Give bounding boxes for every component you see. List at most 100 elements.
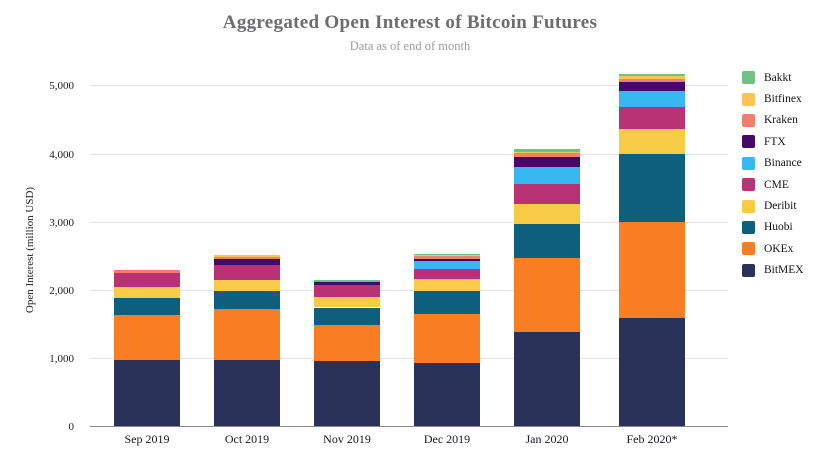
bar-segment — [414, 255, 480, 257]
legend-label: CME — [764, 178, 789, 191]
y-axis-tick-label: 2,000 — [49, 284, 74, 297]
legend-item-ftx[interactable]: FTX — [742, 131, 804, 152]
x-axis-label: Dec 2019 — [423, 432, 471, 446]
legend-label: BitMEX — [764, 264, 804, 277]
bar-segment — [619, 81, 685, 91]
bar-segment — [314, 307, 380, 325]
bar-segment — [314, 361, 380, 426]
bar-segment — [114, 297, 180, 316]
legend-label: Binance — [764, 157, 802, 170]
bar-segment — [214, 255, 280, 258]
bar-segment — [214, 308, 280, 360]
bar-segment — [514, 257, 580, 332]
bar-segment — [214, 291, 280, 309]
bar-segment — [114, 287, 180, 298]
gridline — [90, 289, 728, 291]
bar-segment — [114, 270, 180, 274]
legend-item-bitfinex[interactable]: Bitfinex — [742, 88, 804, 109]
bar-segment — [414, 261, 480, 269]
bar-segment — [114, 315, 180, 361]
bar-segment — [514, 332, 580, 426]
legend-item-huobi[interactable]: Huobi — [742, 217, 804, 238]
legend: Bakkt Bitfinex Kraken FTX Binance CME Deribit H… — [742, 67, 804, 281]
bar-segment — [619, 75, 685, 79]
bar-segment — [214, 279, 280, 292]
legend-label: Huobi — [764, 221, 793, 234]
legend-swatch — [742, 242, 755, 256]
x-axis-label: Jan 2020 — [525, 432, 569, 446]
bar-segment — [619, 73, 685, 76]
bar-segment — [414, 290, 480, 314]
y-axis-tick-label: 0 — [68, 421, 75, 433]
legend-swatch — [742, 71, 755, 85]
gridline — [90, 153, 728, 155]
bar-segment — [514, 149, 580, 152]
legend-swatch — [742, 92, 755, 106]
bar-segment — [514, 151, 580, 154]
y-axis-tick-label: 1,000 — [49, 352, 74, 365]
bar-segment — [414, 259, 480, 262]
legend-item-bakkt[interactable]: Bakkt — [742, 67, 804, 88]
legend-item-binance[interactable]: Binance — [742, 153, 804, 174]
bar-segment — [619, 90, 685, 108]
plot-area — [90, 65, 728, 427]
legend-item-kraken[interactable]: Kraken — [742, 110, 804, 131]
y-axis-tick-labels: 0 1,000 2,000 3,000 4,000 5,000 — [0, 65, 78, 433]
bar-segment — [414, 278, 480, 291]
legend-label: Deribit — [764, 200, 797, 213]
legend-label: Bakkt — [764, 71, 792, 84]
legend-label: OKEx — [764, 242, 794, 255]
bar-segment — [619, 128, 685, 155]
x-axis-label: Oct 2019 — [224, 432, 270, 446]
legend-swatch — [742, 113, 755, 127]
gridline — [90, 85, 728, 87]
legend-item-deribit[interactable]: Deribit — [742, 195, 804, 216]
bar-segment — [514, 166, 580, 184]
bar-segment — [314, 279, 380, 281]
bar-segment — [414, 269, 480, 279]
bar-segment — [414, 362, 480, 426]
x-axis-label: Feb 2020* — [626, 432, 678, 446]
bar-segment — [314, 324, 380, 362]
bar-segment — [414, 313, 480, 363]
legend-swatch — [742, 178, 755, 192]
gridline — [90, 357, 728, 359]
bar-segment — [619, 154, 685, 222]
chart-title: Aggregated Open Interest of Bitcoin Futu… — [222, 12, 598, 33]
bar-segment — [314, 280, 380, 282]
bar-segment — [214, 264, 280, 280]
x-axis-label: Sep 2019 — [124, 432, 170, 446]
gridline — [90, 221, 728, 223]
y-axis-tick-label: 4,000 — [49, 148, 74, 161]
bar-segment — [514, 156, 580, 167]
legend-item-bitmex[interactable]: BitMEX — [742, 260, 804, 281]
legend-swatch — [742, 135, 755, 149]
bar-segment — [314, 296, 380, 308]
legend-item-okex[interactable]: OKEx — [742, 238, 804, 259]
bar-segment — [619, 222, 685, 319]
bar-segment — [314, 281, 380, 285]
y-axis-tick-label: 5,000 — [49, 80, 74, 93]
bar-segment — [514, 183, 580, 204]
legend-swatch — [742, 199, 755, 213]
legend-swatch — [742, 156, 755, 170]
legend-label: Kraken — [764, 114, 798, 127]
y-axis-tick-label: 3,000 — [49, 216, 74, 229]
bar-segment — [214, 259, 280, 265]
bar-segment — [314, 284, 380, 297]
bar-segment — [214, 359, 280, 426]
legend-swatch — [742, 263, 755, 277]
x-axis-label: Nov 2019 — [323, 432, 371, 446]
bar-segment — [414, 254, 480, 256]
chart-subtitle: Data as of end of month — [349, 39, 471, 53]
bar-segment — [214, 257, 280, 260]
legend-item-cme[interactable]: CME — [742, 174, 804, 195]
bar-segment — [619, 318, 685, 426]
bar-segment — [514, 203, 580, 224]
bar-segment — [619, 107, 685, 129]
bar-segment — [514, 153, 580, 157]
x-axis-line — [90, 426, 728, 427]
legend-label: Bitfinex — [764, 93, 802, 106]
bar-segment — [114, 360, 180, 426]
